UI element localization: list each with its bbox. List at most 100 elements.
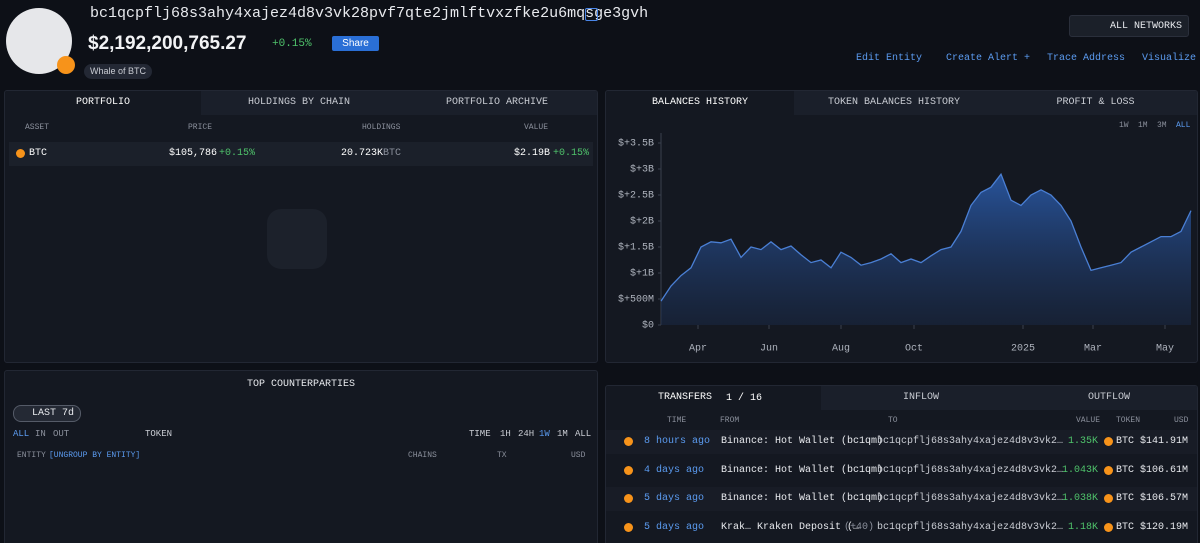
token: BTC (1116, 464, 1135, 476)
action-link[interactable]: Create Alert + (946, 53, 1031, 64)
x-tick-label: Mar (1084, 344, 1102, 355)
row-bg (606, 430, 1197, 454)
column-header[interactable]: [UNGROUP BY ENTITY] (49, 451, 141, 460)
share-button[interactable]: Share (332, 36, 379, 51)
action-link[interactable]: Visualize (1142, 53, 1197, 64)
range-button[interactable]: 24H (518, 429, 535, 439)
coin (624, 437, 633, 446)
to[interactable]: bc1qcpflj68s3ahy4xajez4d8v3vk2… (877, 464, 1064, 476)
flow-filter[interactable]: ALL (13, 429, 30, 439)
y-tick-label: $+2.5B (618, 190, 654, 202)
column-header: TX (497, 451, 507, 460)
networks-label: ALL NETWORKS (1109, 21, 1182, 32)
time[interactable]: 5 days ago (644, 521, 705, 533)
x-tick-label: Aug (832, 344, 850, 355)
from[interactable]: Binance: Hot Wallet (bc1qm) (721, 493, 884, 504)
coin (624, 522, 633, 532)
holdings-unit: BTC (383, 148, 402, 159)
flow-filter[interactable]: IN (35, 429, 46, 439)
range-button[interactable]: 1W (1119, 121, 1129, 130)
usd: $120.19M (1139, 521, 1188, 533)
usd: $106.57M (1139, 493, 1188, 504)
y-tick-label: $+500M (618, 294, 654, 306)
y-tick-label: $+3.5B (618, 138, 654, 150)
action-link[interactable]: Edit Entity (856, 53, 923, 64)
tag-token: BTC (128, 66, 147, 76)
time-filter[interactable]: TIME (469, 429, 491, 439)
x-tick-label: Apr (689, 344, 707, 355)
range-button[interactable]: 1M (557, 429, 568, 439)
filter-chip[interactable]: LAST 7d (13, 405, 82, 422)
to[interactable]: bc1qcpflj68s3ahy4xajez4d8v3vk2… (877, 436, 1064, 447)
holdings: 20.723K (341, 148, 384, 159)
from[interactable]: Binance: Hot Wallet (bc1qm) (721, 436, 884, 447)
value: $2.19B (514, 148, 551, 159)
range-button[interactable]: 3M (1157, 121, 1167, 130)
x-tick-label: Jun (760, 344, 778, 355)
coin (1104, 494, 1113, 503)
address: bc1qcpflj68s3ahy4xajez4d8v3vk28pvf7qte2j… (90, 5, 649, 22)
token-filter[interactable]: TOKEN (145, 429, 173, 439)
copy-icon[interactable] (585, 8, 598, 21)
range-button[interactable]: 1H (500, 429, 511, 439)
row-bg (606, 487, 1197, 511)
y-tick-label: $+2B (630, 216, 654, 228)
transfers-panel: TRANSFERS INFLOW OUTFLOW 1 / 16 TIME FROM TO VA… (605, 385, 1198, 543)
share-label: Share (342, 38, 369, 49)
coin (1104, 522, 1113, 532)
column-header: USD (571, 451, 586, 460)
coin (624, 465, 633, 475)
column-header: CHAINS (408, 451, 437, 460)
counterparties-panel: TOP COUNTERPARTIES LAST 7d ALL IN OUT TOKEN TI… (4, 370, 598, 543)
value-change: +0.15% (553, 148, 590, 159)
tab[interactable]: TOKEN BALANCES HISTORY (794, 91, 994, 115)
range-button[interactable]: ALL (1176, 121, 1191, 130)
x-tick-label: Oct (905, 344, 923, 355)
column-header: ENTITY (17, 451, 46, 460)
tab[interactable]: HOLDINGS BY CHAIN (201, 91, 397, 115)
action-link[interactable]: Trace Address (1047, 53, 1126, 64)
column-header: ASSET (25, 123, 50, 132)
column-header: TIME (667, 416, 687, 425)
tab[interactable]: PROFIT & LOSS (994, 91, 1197, 115)
usd: $106.61M (1139, 464, 1188, 476)
from[interactable]: Krak… Kraken Deposit (… (721, 521, 860, 533)
range-button[interactable]: 1M (1138, 121, 1148, 130)
x-tick-label: 2025 (1011, 344, 1035, 355)
tab[interactable]: TRANSFERS (606, 386, 773, 410)
area-line (660, 172, 1192, 302)
tab[interactable]: INFLOW (821, 386, 1021, 410)
flow-filter[interactable]: OUT (53, 429, 70, 439)
column-header: PRICE (188, 123, 213, 132)
whale-tag: Whale of BTC (84, 64, 153, 79)
range-button[interactable]: 1W (539, 429, 550, 439)
column-header: USD (1174, 416, 1189, 425)
from[interactable]: Binance: Hot Wallet (bc1qm) (721, 464, 884, 476)
column-header: VALUE (524, 123, 549, 132)
coin (624, 494, 633, 503)
value: 1.043K (1061, 464, 1098, 476)
tab[interactable]: PORTFOLIO (5, 91, 201, 115)
panel-title: TOP COUNTERPARTIES (246, 379, 356, 390)
portfolio-panel: PORTFOLIO HOLDINGS BY CHAIN PORTFOLIO ARCH… (4, 90, 598, 363)
pager[interactable]: 1 / 16 (726, 393, 763, 404)
time[interactable]: 4 days ago (644, 464, 705, 476)
range-button[interactable]: ALL (575, 429, 592, 439)
networks-button[interactable]: ALL NETWORKS (1069, 15, 1189, 37)
tab[interactable]: BALANCES HISTORY (606, 91, 794, 115)
watermark (267, 209, 327, 269)
token: BTC (1116, 521, 1135, 533)
coin (1104, 465, 1113, 475)
to[interactable]: bc1qcpflj68s3ahy4xajez4d8v3vk2… (877, 521, 1064, 533)
y-tick-label: $+3B (630, 164, 654, 176)
y-tick-label: $+1B (630, 268, 654, 280)
time[interactable]: 5 days ago (644, 493, 705, 504)
tab[interactable]: OUTFLOW (1021, 386, 1197, 410)
column-header: FROM (720, 416, 740, 425)
balance: $2,192,200,765.27 (88, 33, 247, 54)
coin (1104, 437, 1113, 446)
to[interactable]: bc1qcpflj68s3ahy4xajez4d8v3vk2… (877, 493, 1064, 504)
time[interactable]: 8 hours ago (644, 436, 711, 447)
tab[interactable]: PORTFOLIO ARCHIVE (397, 91, 597, 115)
column-header: VALUE (1076, 416, 1101, 425)
